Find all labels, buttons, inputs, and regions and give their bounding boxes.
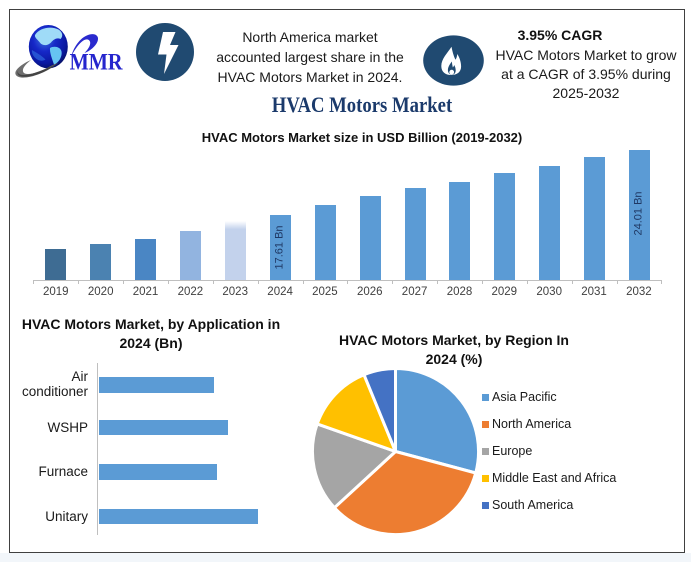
svg-text:MMR: MMR (70, 49, 124, 75)
